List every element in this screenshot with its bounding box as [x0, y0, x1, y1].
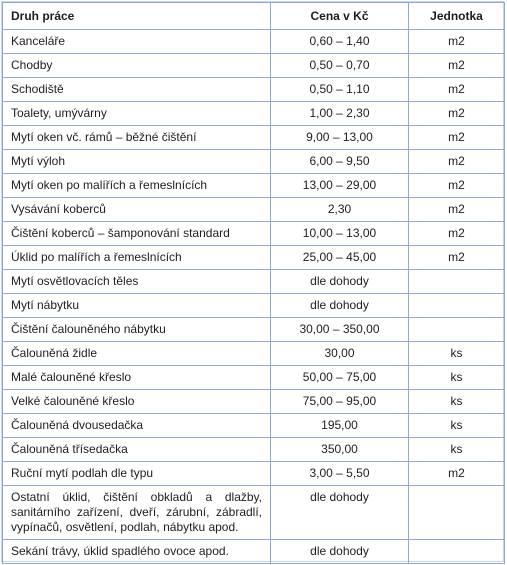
cell-unit: [408, 317, 505, 342]
cell-unit: [408, 293, 505, 318]
cell-work: Sekání trávy, úklid spadlého ovoce apod.: [2, 539, 271, 564]
cell-unit: [408, 539, 505, 564]
cell-work: Ostatní úklid, čištění obkladů a dlažby,…: [2, 485, 271, 540]
cell-price: 9,00 – 13,00: [270, 125, 409, 150]
cell-work: Ruční mytí podlah dle typu: [2, 461, 271, 486]
table-row: Mytí výloh 6,00 – 9,50 m2: [2, 149, 505, 174]
cell-unit: m2: [408, 221, 505, 246]
cell-price: 50,00 – 75,00: [270, 365, 409, 390]
cell-price: 0,50 – 0,70: [270, 53, 409, 78]
table-row: Čalouněná dvousedačka 195,00 ks: [2, 413, 505, 438]
cell-work: Vysávání koberců: [2, 197, 271, 222]
cell-work: Toalety, umývárny: [2, 101, 271, 126]
header-work: Druh práce: [2, 2, 271, 30]
cell-unit: m2: [408, 53, 505, 78]
cell-unit: m2: [408, 197, 505, 222]
cell-price: 6,00 – 9,50: [270, 149, 409, 174]
cell-price: 195,00: [270, 413, 409, 438]
cell-work: Čištění čalouněného nábytku: [2, 317, 271, 342]
cell-unit: ks: [408, 437, 505, 462]
table-row: Čištění čalouněného nábytku 30,00 – 350,0…: [2, 317, 505, 342]
cell-price: 30,00 – 350,00: [270, 317, 409, 342]
table-row: Vysávání koberců 2,30 m2: [2, 197, 505, 222]
cell-work: Čištění koberců – šamponování standard: [2, 221, 271, 246]
table-row: Chodby 0,50 – 0,70 m2: [2, 53, 505, 78]
cell-work: Čalouněná židle: [2, 341, 271, 366]
cell-unit: m2: [408, 125, 505, 150]
cell-unit: ks: [408, 365, 505, 390]
cell-unit: ks: [408, 413, 505, 438]
cell-price: 3,00 – 5,50: [270, 461, 409, 486]
cell-work: Malé čalouněné křeslo: [2, 365, 271, 390]
cell-price: 25,00 – 45,00: [270, 245, 409, 270]
cell-unit: [408, 485, 505, 540]
cell-work: Kanceláře: [2, 29, 271, 54]
table-row: Mytí oken vč. rámů – běžné čištění 9,00 –…: [2, 125, 505, 150]
cell-price: dle dohody: [270, 485, 409, 540]
cell-unit: ks: [408, 389, 505, 414]
header-unit: Jednotka: [408, 2, 505, 30]
table-row: Malé čalouněné křeslo 50,00 – 75,00 ks: [2, 365, 505, 390]
cell-price: 0,60 – 1,40: [270, 29, 409, 54]
table-row: Schodiště 0,50 – 1,10 m2: [2, 77, 505, 102]
cell-unit: m2: [408, 149, 505, 174]
cell-price: 1,00 – 2,30: [270, 101, 409, 126]
header-row: Druh práce Cena v Kč Jednotka: [2, 2, 505, 30]
table-row: Mytí nábytku dle dohody: [2, 293, 505, 318]
cell-work: Mytí výloh: [2, 149, 271, 174]
table-row: Čalouněná třísedačka 350,00 ks: [2, 437, 505, 462]
table-row: Čištění koberců – šamponování standard 10…: [2, 221, 505, 246]
cell-price: 30,00: [270, 341, 409, 366]
cell-unit: [408, 269, 505, 294]
cell-price: 10,00 – 13,00: [270, 221, 409, 246]
cell-work: Schodiště: [2, 77, 271, 102]
cell-unit: m2: [408, 245, 505, 270]
cell-unit: ks: [408, 341, 505, 366]
cell-work: Mytí oken po malířích a řemeslnících: [2, 173, 271, 198]
cell-work: Chodby: [2, 53, 271, 78]
cell-work: Mytí oken vč. rámů – běžné čištění: [2, 125, 271, 150]
table-row: Velké čalouněné křeslo 75,00 – 95,00 ks: [2, 389, 505, 414]
table-row: Čalouněná židle 30,00 ks: [2, 341, 505, 366]
table-row: Úklid po malířích a řemeslnících 25,00 – …: [2, 245, 505, 270]
cell-price: 2,30: [270, 197, 409, 222]
cell-work: Mytí osvětlovacích těles: [2, 269, 271, 294]
header-price: Cena v Kč: [270, 2, 409, 30]
cell-unit: m2: [408, 101, 505, 126]
cell-price: dle dohody: [270, 539, 409, 564]
table-body: Kanceláře 0,60 – 1,40 m2 Chodby 0,50 – 0,70 m…: [2, 29, 505, 564]
table-row: Ruční mytí podlah dle typu 3,00 – 5,50 m2: [2, 461, 505, 486]
cell-price: 0,50 – 1,10: [270, 77, 409, 102]
cell-unit: m2: [408, 77, 505, 102]
table-header: Druh práce Cena v Kč Jednotka: [2, 2, 505, 30]
table-row: Kanceláře 0,60 – 1,40 m2: [2, 29, 505, 54]
cell-unit: m2: [408, 29, 505, 54]
cell-work: Velké čalouněné křeslo: [2, 389, 271, 414]
table-row: Mytí osvětlovacích těles dle dohody: [2, 269, 505, 294]
cell-price: dle dohody: [270, 269, 409, 294]
table-row: Toalety, umývárny 1,00 – 2,30 m2: [2, 101, 505, 126]
cell-work: Čalouněná dvousedačka: [2, 413, 271, 438]
cell-work: Úklid po malířích a řemeslnících: [2, 245, 271, 270]
cell-price: 75,00 – 95,00: [270, 389, 409, 414]
cell-work: Čalouněná třísedačka: [2, 437, 271, 462]
cell-price: 350,00: [270, 437, 409, 462]
table-row: Ostatní úklid, čištění obkladů a dlažby,…: [2, 485, 505, 540]
cell-unit: m2: [408, 173, 505, 198]
cell-price: 13,00 – 29,00: [270, 173, 409, 198]
cell-price: dle dohody: [270, 293, 409, 318]
cell-work: Mytí nábytku: [2, 293, 271, 318]
cell-unit: m2: [408, 461, 505, 486]
table-row: Sekání trávy, úklid spadlého ovoce apod.…: [2, 539, 505, 564]
table-row: Mytí oken po malířích a řemeslnících 13,0…: [2, 173, 505, 198]
